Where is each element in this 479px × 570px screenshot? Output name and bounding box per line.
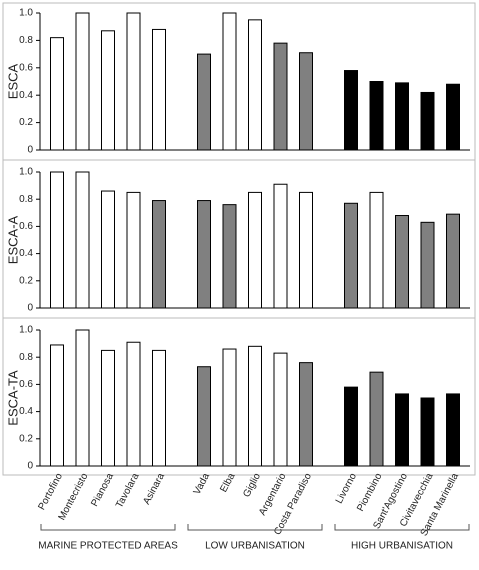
- y-axis-label: ESCA-A: [5, 215, 20, 264]
- bar: [197, 200, 211, 309]
- bar: [222, 204, 237, 309]
- bar: [369, 81, 384, 151]
- y-tick-label: 0.4: [19, 248, 33, 259]
- bar: [344, 70, 358, 151]
- bar: [101, 190, 115, 309]
- bar: [75, 12, 90, 151]
- x-tick-label: Pianosa: [89, 471, 116, 508]
- bar: [197, 366, 211, 467]
- y-tick-label: 0: [27, 461, 33, 472]
- bar: [344, 386, 358, 467]
- bar: [369, 191, 384, 309]
- y-tick-label: 1.0: [19, 8, 33, 19]
- bar: [152, 200, 166, 309]
- bar: [446, 393, 460, 467]
- bar: [299, 191, 313, 309]
- bar: [420, 91, 435, 151]
- bar: [395, 215, 409, 309]
- y-tick-label: 0: [27, 303, 33, 314]
- group-bracket: [334, 524, 470, 531]
- bar: [152, 349, 166, 467]
- x-tick-label: Tavolara: [114, 471, 142, 510]
- bar: [273, 183, 288, 309]
- bar: [395, 82, 409, 151]
- bar: [50, 171, 64, 309]
- bar: [248, 19, 262, 151]
- x-tick-label: Portofino: [36, 471, 65, 512]
- y-tick-label: 0.2: [19, 117, 33, 128]
- bar: [126, 12, 141, 151]
- frame: [2, 2, 476, 476]
- bar: [273, 42, 288, 151]
- y-tick-label: 0.8: [19, 194, 33, 205]
- y-tick-label: 1.0: [19, 167, 33, 178]
- bar: [299, 52, 313, 151]
- group-label: HIGH URBANISATION: [351, 541, 453, 552]
- bar: [126, 341, 141, 467]
- bar: [50, 344, 64, 467]
- bar: [369, 371, 384, 467]
- bar: [75, 171, 90, 309]
- bar: [395, 393, 409, 467]
- bar: [420, 221, 435, 309]
- bar: [75, 329, 90, 467]
- bar: [248, 191, 262, 309]
- y-tick-label: 0.2: [19, 275, 33, 286]
- x-tick-label: Asinara: [141, 471, 167, 506]
- group-bracket: [187, 524, 323, 531]
- bar: [50, 37, 64, 151]
- bar: [299, 362, 313, 467]
- y-tick-label: 0.8: [19, 35, 33, 46]
- bar: [101, 30, 115, 151]
- y-tick-label: 0.4: [19, 90, 33, 101]
- y-axis-label: ESCA: [5, 63, 20, 99]
- bar: [222, 12, 237, 151]
- x-tick-label: Livorno: [334, 471, 359, 506]
- y-tick-label: 1.0: [19, 325, 33, 336]
- y-tick-label: 0.8: [19, 352, 33, 363]
- y-tick-label: 0.6: [19, 221, 33, 232]
- y-tick-label: 0.6: [19, 379, 33, 390]
- bar: [420, 397, 435, 467]
- bar: [152, 28, 166, 151]
- bar: [446, 83, 460, 151]
- bar: [446, 213, 460, 309]
- y-tick-label: 0.4: [19, 406, 33, 417]
- bar: [126, 191, 141, 309]
- bar: [344, 202, 358, 309]
- y-tick-label: 0: [27, 145, 33, 156]
- y-tick-label: 0.6: [19, 62, 33, 73]
- y-tick-label: 0.2: [19, 433, 33, 444]
- group-label: MARINE PROTECTED AREAS: [38, 541, 178, 552]
- bar: [197, 53, 211, 151]
- bar: [248, 345, 262, 467]
- bar: [273, 352, 288, 467]
- group-bracket: [40, 524, 176, 531]
- group-label: LOW URBANISATION: [205, 541, 305, 552]
- bar: [222, 348, 237, 467]
- bar: [101, 349, 115, 467]
- y-axis-label: ESCA-TA: [5, 370, 20, 426]
